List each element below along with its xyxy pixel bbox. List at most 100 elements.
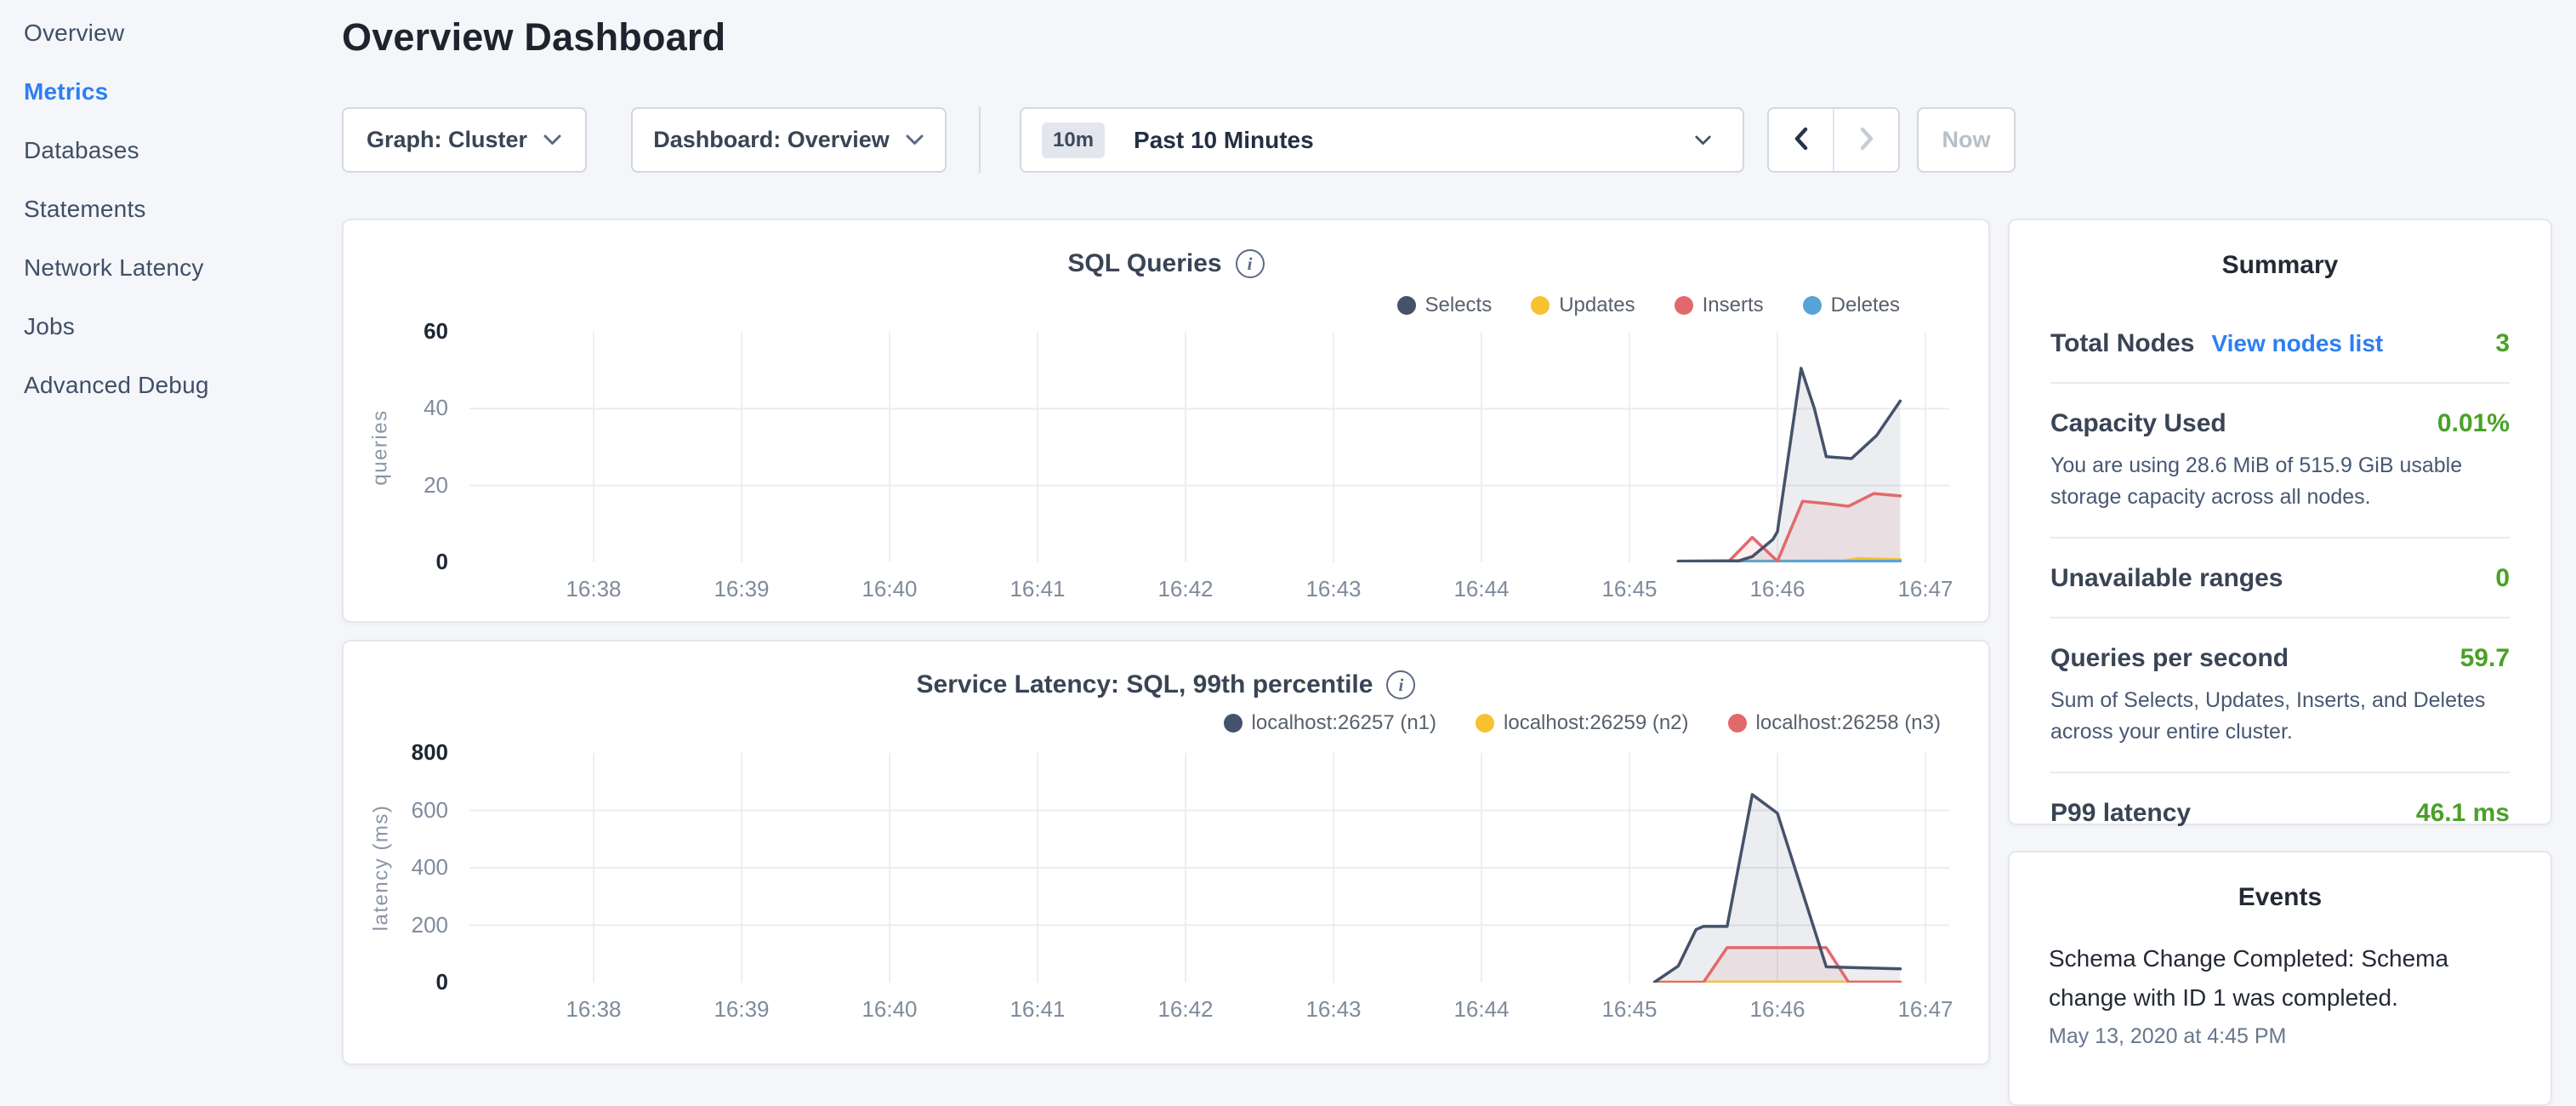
legend-item-deletes[interactable]: Deletes (1802, 294, 1900, 317)
legend-item-localhost-26259-n2[interactable]: localhost:26259 (n2) (1476, 711, 1689, 735)
x-tick-label: 16:41 (1009, 996, 1066, 1022)
chevron-right-icon (1857, 126, 1876, 154)
info-icon[interactable]: i (1235, 249, 1265, 278)
y-tick-label: 0 (435, 969, 448, 995)
summary-row-value: 46.1 ms (2415, 799, 2510, 827)
y-tick-label: 20 (424, 471, 448, 498)
chevron-down-icon (1694, 134, 1712, 146)
service-latency-sql-99th-percentile-legend: localhost:26257 (n1) localhost:26259 (n2)… (1223, 711, 1941, 735)
legend-label: Inserts (1702, 294, 1764, 316)
sidebar-item-jobs[interactable]: Jobs (24, 312, 75, 339)
x-tick-label: 16:42 (1157, 996, 1214, 1022)
x-tick-label: 16:39 (714, 576, 770, 601)
summary-row-head: P99 latency 46.1 ms (2050, 799, 2510, 828)
sidebar: Overview Metrics Databases Statements Networ… (0, 0, 342, 1052)
legend-item-inserts[interactable]: Inserts (1674, 294, 1764, 317)
sidebar-item-advanced-debug[interactable]: Advanced Debug (24, 371, 209, 398)
events-list: Schema Change Completed: Schema change w… (2010, 912, 2550, 1049)
summary-row-link[interactable]: View nodes list (2211, 330, 2384, 356)
now-button[interactable]: Now (1917, 107, 2016, 173)
events-title: Events (2238, 883, 2323, 911)
summary-row-capacity-used: Capacity Used 0.01% You are using 28.6 MiB… (2050, 382, 2510, 537)
legend-dot-icon (1396, 296, 1416, 315)
y-tick-label: 200 (411, 911, 448, 938)
x-tick-label: 16:44 (1453, 576, 1510, 601)
sql-queries-title: SQL Queries (1067, 249, 1222, 277)
chevron-left-icon (1792, 126, 1811, 154)
toolbar-divider (979, 107, 981, 173)
legend-item-updates[interactable]: Updates (1531, 294, 1635, 317)
y-tick-label: 60 (424, 318, 448, 344)
y-tick-label: 600 (411, 796, 448, 823)
legend-label: localhost:26257 (n1) (1251, 711, 1437, 734)
summary-row-label: P99 latency (2050, 799, 2192, 827)
summary-row-label: Total Nodes (2050, 329, 2195, 357)
summary-row-value: 0.01% (2437, 409, 2510, 437)
service-latency-chart-card: Service Latency: SQL, 99th percentile i lo… (342, 640, 1990, 1065)
sql-queries-chart-plot[interactable] (469, 332, 1949, 562)
sidebar-item-databases[interactable]: Databases (24, 136, 139, 163)
sidebar-item-statements[interactable]: Statements (24, 195, 146, 222)
summary-row-value: 0 (2495, 564, 2510, 592)
summary-row-value: 3 (2495, 329, 2510, 357)
legend-item-localhost-26258-n3[interactable]: localhost:26258 (n3) (1727, 711, 1941, 735)
legend-dot-icon (1674, 296, 1693, 315)
x-tick-label: 16:40 (862, 576, 918, 601)
summary-row-head: Total Nodes View nodes list 3 (2050, 329, 2510, 358)
summary-row-head: Queries per second 59.7 (2050, 644, 2510, 673)
summary-row-queries-per-second: Queries per second 59.7 Sum of Selects, Up… (2050, 617, 2510, 772)
x-tick-label: 16:47 (1897, 996, 1953, 1022)
summary-panel: Summary Total Nodes View nodes list 3 Capac… (2008, 219, 2552, 827)
summary-row-unavailable-ranges: Unavailable ranges 0 (2050, 537, 2510, 617)
events-panel: Events Schema Change Completed: Schema c… (2008, 851, 2552, 1106)
y-tick-label: 800 (411, 739, 448, 765)
y-axis-label-wrap: queries (355, 332, 407, 562)
chart-title-row: Service Latency: SQL, 99th percentile i (344, 670, 1988, 699)
x-tick-label: 16:45 (1601, 576, 1658, 601)
x-tick-label: 16:43 (1305, 996, 1362, 1022)
time-step-buttons (1767, 107, 1900, 173)
x-tick-label: 16:39 (714, 996, 770, 1022)
time-prev-button[interactable] (1769, 109, 1833, 171)
event-item: Schema Change Completed: Schema change w… (2049, 939, 2511, 1049)
legend-dot-icon (1727, 714, 1747, 733)
service-latency-sql-99th-percentile-title: Service Latency: SQL, 99th percentile (916, 670, 1373, 698)
x-tick-label: 16:46 (1749, 576, 1805, 601)
legend-dot-icon (1223, 714, 1243, 733)
x-tick-label: 16:43 (1305, 576, 1362, 601)
y-tick-label: 400 (411, 854, 448, 880)
sidebar-item-metrics[interactable]: Metrics (24, 77, 109, 105)
x-tick-label: 16:40 (862, 996, 918, 1022)
page-title: Overview Dashboard (342, 15, 726, 59)
time-next-button[interactable] (1833, 109, 1898, 171)
summary-row-head: Capacity Used 0.01% (2050, 409, 2510, 438)
event-message: Schema Change Completed: Schema change w… (2049, 945, 2449, 1011)
sidebar-item-network-latency[interactable]: Network Latency (24, 254, 204, 281)
service-latency-sql-99th-percentile-chart-plot[interactable] (469, 753, 1949, 983)
legend-dot-icon (1531, 296, 1550, 315)
summary-row-desc: You are using 28.6 MiB of 515.9 GiB usab… (2050, 453, 2463, 509)
y-tick-label: 0 (435, 549, 448, 574)
legend-item-selects[interactable]: Selects (1396, 294, 1493, 317)
legend-label: Updates (1559, 294, 1635, 316)
info-icon[interactable]: i (1386, 670, 1416, 699)
summary-row-value: 59.7 (2459, 644, 2510, 672)
summary-row-label: Capacity Used (2050, 409, 2226, 437)
sidebar-item-overview[interactable]: Overview (24, 19, 125, 46)
x-tick-label: 16:44 (1453, 996, 1510, 1022)
legend-label: Selects (1424, 294, 1493, 316)
time-range-dropdown[interactable]: 10m Past 10 Minutes (1020, 107, 1744, 173)
chart-title-row: SQL Queries i (344, 249, 1988, 278)
dashboard-dropdown[interactable]: Dashboard: Overview (631, 107, 947, 173)
graph-dropdown[interactable]: Graph: Cluster (342, 107, 587, 173)
chevron-down-icon (543, 134, 562, 146)
legend-item-localhost-26257-n1[interactable]: localhost:26257 (n1) (1223, 711, 1437, 735)
summary-row-total-nodes: Total Nodes View nodes list 3 (2050, 304, 2510, 382)
summary-row-head: Unavailable ranges 0 (2050, 564, 2510, 593)
event-timestamp: May 13, 2020 at 4:45 PM (2049, 1024, 2287, 1048)
summary-rows: Total Nodes View nodes list 3 Capacity Used… (2010, 280, 2550, 852)
summary-row-label: Queries per second (2050, 644, 2289, 672)
legend-label: localhost:26258 (n3) (1755, 711, 1941, 734)
legend-label: localhost:26259 (n2) (1504, 711, 1689, 734)
